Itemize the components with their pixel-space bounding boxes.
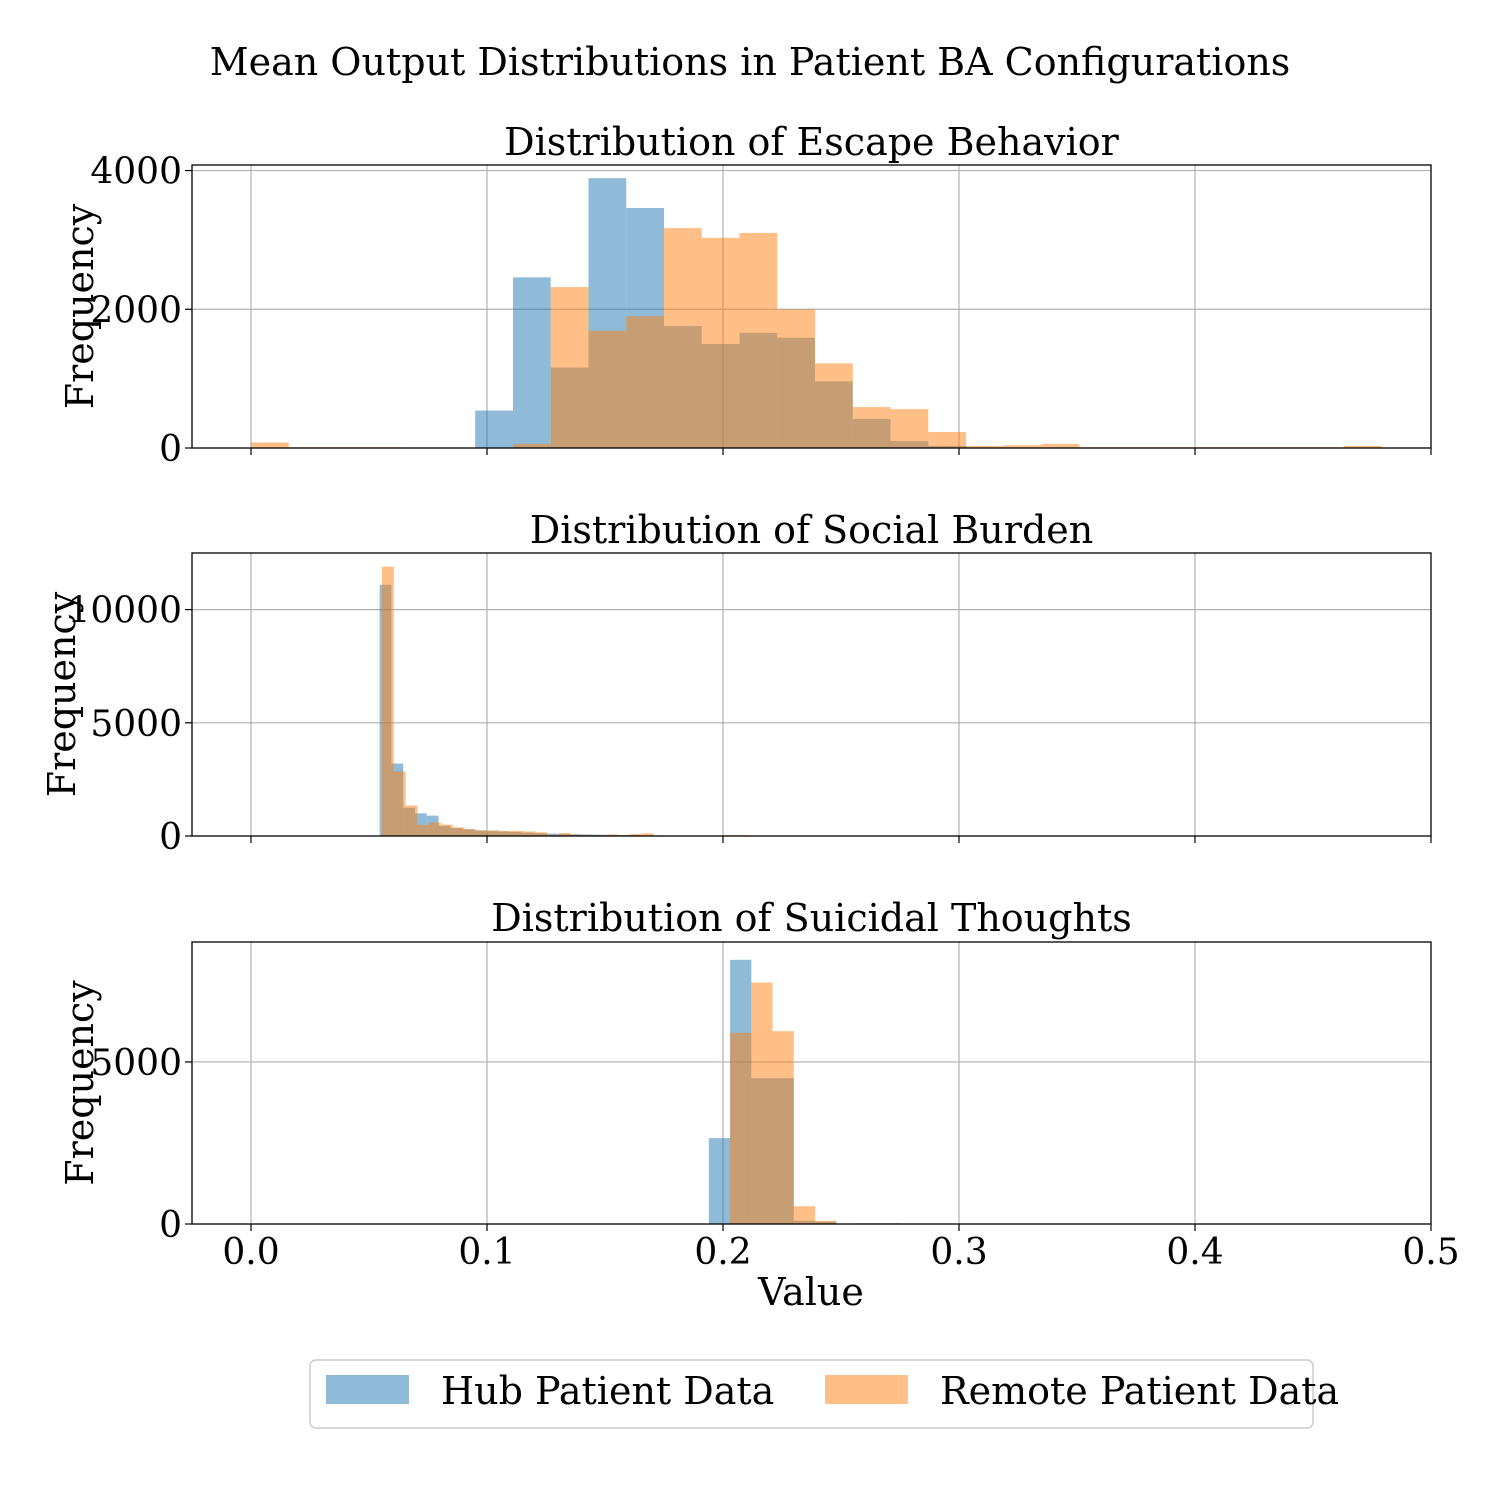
subplot-2: Distribution of Social Burden 0 5000 10000F… — [40, 508, 1432, 858]
histogram-bar — [381, 566, 394, 836]
x-tick-label: 0.3 — [930, 1232, 987, 1273]
y-tick-label: 0 — [159, 429, 182, 470]
y-tick-label: 2000 — [90, 290, 182, 331]
axes-frame — [191, 552, 1432, 837]
x-tick-label: 0.1 — [458, 1232, 515, 1273]
x-tick-label: 0.0 — [222, 1232, 279, 1273]
histogram-bar — [464, 829, 477, 836]
histogram-bar — [476, 830, 489, 836]
histogram-bar — [251, 442, 289, 448]
histogram-bar — [523, 831, 536, 836]
histogram-bar — [890, 409, 929, 448]
legend: Hub Patient Data Remote Patient Data — [309, 1359, 1339, 1429]
histogram-bar — [512, 277, 551, 448]
histogram-bar — [429, 822, 441, 836]
histogram-bar — [739, 232, 778, 448]
series-remote — [381, 566, 748, 836]
histogram-bar — [452, 827, 465, 836]
histogram-bar — [1003, 445, 1042, 448]
histogram-bar — [475, 410, 513, 448]
histogram-bar — [393, 771, 406, 836]
histogram-bar — [558, 833, 571, 836]
histogram-bar — [730, 1032, 752, 1224]
histogram-bar — [512, 443, 551, 448]
legend-frame — [309, 1359, 1314, 1429]
histogram-bar — [606, 834, 618, 836]
y-tick-label: 10000 — [67, 591, 182, 632]
y-tick-label: 5000 — [90, 704, 182, 745]
histogram-bar — [417, 824, 430, 836]
axes-frame — [191, 164, 1432, 449]
x-tick-label: 0.5 — [1402, 1232, 1459, 1273]
histogram-bar — [852, 407, 891, 448]
legend-swatch-hub — [326, 1375, 409, 1404]
histogram-bar — [570, 834, 583, 836]
histogram-bar — [966, 445, 1004, 448]
histogram-bar — [626, 316, 664, 448]
y-axis-label: Frequency — [58, 980, 102, 1186]
histogram-bar — [793, 1206, 816, 1224]
histogram-bar — [815, 1220, 837, 1224]
figure-title: Mean Output Distributions in Patient BA … — [210, 40, 1291, 84]
y-tick-label: 4000 — [90, 152, 182, 193]
series-remote — [730, 982, 900, 1224]
histogram-bar — [641, 833, 654, 836]
series-remote — [251, 228, 1382, 448]
histogram-bar — [751, 982, 773, 1224]
histogram-bar — [1041, 443, 1080, 448]
x-axis-label: Value — [757, 1270, 864, 1314]
subplot-3: Distribution of Suicidal Thoughts 0 5000 0.… — [58, 896, 1460, 1273]
legend-label-hub: Hub Patient Data — [441, 1369, 774, 1413]
histogram-bar — [664, 228, 702, 448]
subplot-title: Distribution of Escape Behavior — [504, 120, 1119, 164]
y-axis-label: Frequency — [58, 203, 102, 409]
subplots: Distribution of Escape Behavior 0 2000 4000… — [40, 120, 1460, 1273]
histogram-bar — [708, 1138, 731, 1224]
histogram-bar — [928, 432, 967, 448]
x-tick-label: 0.4 — [1166, 1232, 1223, 1273]
y-axis-label: Frequency — [40, 591, 84, 797]
y-tick-label: 0 — [159, 817, 182, 858]
histogram-bar — [588, 330, 627, 448]
subplot-title: Distribution of Suicidal Thoughts — [491, 896, 1131, 940]
axes-frame — [191, 941, 1432, 1225]
legend-swatch-remote — [825, 1375, 908, 1404]
histogram-bar — [544, 833, 557, 836]
subplot-title: Distribution of Social Burden — [530, 508, 1093, 552]
histogram-bar — [701, 237, 740, 448]
y-tick-label: 5000 — [90, 1043, 182, 1084]
histogram-bar — [405, 805, 418, 836]
histogram-bar — [777, 309, 816, 448]
histogram-bar — [499, 831, 512, 836]
subplot-1: Distribution of Escape Behavior 0 2000 4000… — [58, 120, 1432, 470]
histogram-bar — [511, 831, 524, 836]
legend-label-remote: Remote Patient Data — [940, 1369, 1339, 1413]
series-hub — [379, 584, 663, 836]
histogram-bar — [1343, 445, 1382, 448]
histogram-bar — [629, 833, 642, 836]
histogram-bar — [440, 824, 453, 836]
histogram-bar — [815, 363, 853, 448]
histogram-bar — [535, 832, 548, 836]
histogram-bar — [772, 1031, 794, 1224]
histogram-bar — [488, 830, 500, 836]
histogram-bar — [550, 287, 589, 448]
x-tick-label: 0.2 — [694, 1232, 751, 1273]
y-tick-label: 0 — [159, 1205, 182, 1246]
